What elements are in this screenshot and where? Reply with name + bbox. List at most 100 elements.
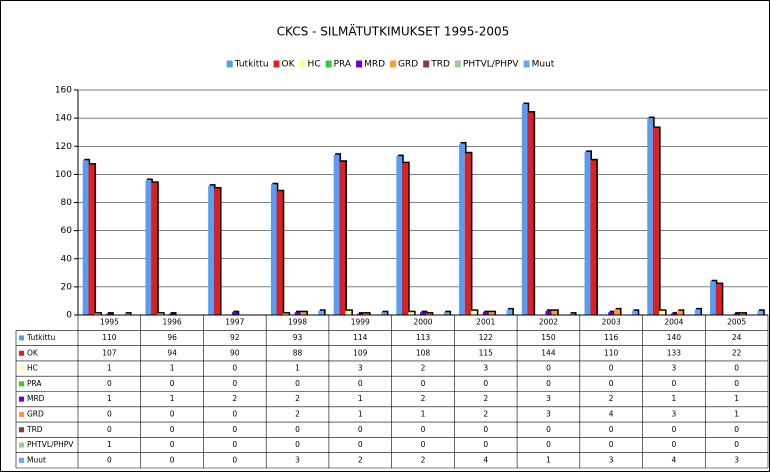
table-key [19,411,24,417]
legend-swatch [325,60,332,68]
bar [106,313,113,315]
table-cell: 0 [232,364,237,373]
bar [270,184,277,315]
table-cell: 107 [102,348,117,357]
legend-label: HC [308,60,321,70]
table-cell: 24 [732,333,742,342]
table-cell: 1 [546,455,551,464]
table-cell: 0 [107,425,112,434]
table-cell: 0 [609,364,614,373]
bar [396,156,403,315]
table-header: 2002 [539,318,558,327]
bar [470,310,477,315]
bar [488,312,495,315]
bar [569,313,576,315]
y-tick-label: 140 [55,114,72,124]
table-cell: 0 [170,440,175,449]
bar [694,309,701,315]
bar-shadow [358,312,365,315]
table-cell: 0 [546,379,551,388]
table-key [19,427,24,433]
bar [363,313,370,315]
legend-label: TRD [430,60,450,70]
table-cell: 0 [107,409,112,418]
bar [459,143,466,315]
table-cell: 109 [353,348,368,357]
table-cell: 0 [609,425,614,434]
table-cell: 2 [421,394,426,403]
table-cell: 88 [293,348,303,357]
table-cell: 2 [421,455,426,464]
bar [124,313,131,315]
table-cell: 2 [421,364,426,373]
y-tick-label: 20 [61,282,73,292]
table-row-label: Tutkittu [26,333,55,342]
table-row-label: PRA [27,379,42,388]
table-cell: 1 [107,440,112,449]
legend-label: OK [282,60,296,70]
table-cell: 0 [734,425,739,434]
bar-shadow [672,312,679,315]
bar [590,160,597,315]
bar [420,312,426,315]
bar [545,310,552,315]
bar-shadow [170,312,177,315]
table-cell: 0 [609,440,614,449]
table-row-label: PHTVL/PHPV [27,440,74,449]
table-row-label: Muut [27,455,46,464]
bar [318,310,325,315]
legend-label: PHTVL/PHPV [463,60,520,70]
bar [380,312,387,315]
bar [733,313,740,315]
table-cell: 0 [672,425,677,434]
table-key [19,457,24,463]
bar [157,313,164,315]
table-cell: 0 [734,379,739,388]
table-header: 1999 [351,318,370,327]
legend-label: MRD [364,60,385,70]
table-cell: 3 [295,455,300,464]
bar [527,112,534,315]
bar [214,188,221,315]
bar [614,309,621,315]
table-cell: 0 [295,440,300,449]
table-cell: 108 [416,348,431,357]
table-cell: 3 [734,455,739,464]
legend-label: PRA [334,60,352,70]
bar-shadow [741,312,748,315]
bar [282,313,289,315]
legend-swatch [299,60,306,68]
bar [276,191,283,315]
table-row-label: OK [27,348,39,357]
bar [169,313,176,315]
table-cell: 110 [102,333,117,342]
table-cell: 0 [107,379,112,388]
bar-shadow [735,312,742,315]
table-cell: 0 [421,425,426,434]
table-header: 2000 [413,318,432,327]
table-cell: 110 [604,348,619,357]
bar [333,154,340,315]
bar [757,310,764,315]
table-cell: 22 [732,348,742,357]
table-cell: 3 [672,364,677,373]
bar [710,281,716,315]
table-cell: 1 [672,394,677,403]
table-row-label: MRD [27,394,45,403]
bar [739,313,746,315]
table-cell: 3 [672,409,677,418]
bar [443,312,450,315]
table-key [19,381,24,387]
table-cell: 0 [295,425,300,434]
table-header: 1995 [100,318,119,327]
table-cell: 2 [232,394,237,403]
bar [208,185,215,315]
table-cell: 2 [358,455,363,464]
table-cell: 122 [479,333,494,342]
table-cell: 2 [483,394,488,403]
table-cell: 0 [232,409,237,418]
bar [506,309,513,315]
legend-label: GRD [398,60,418,70]
table-header: 1997 [225,318,244,327]
table-cell: 2 [483,409,488,418]
